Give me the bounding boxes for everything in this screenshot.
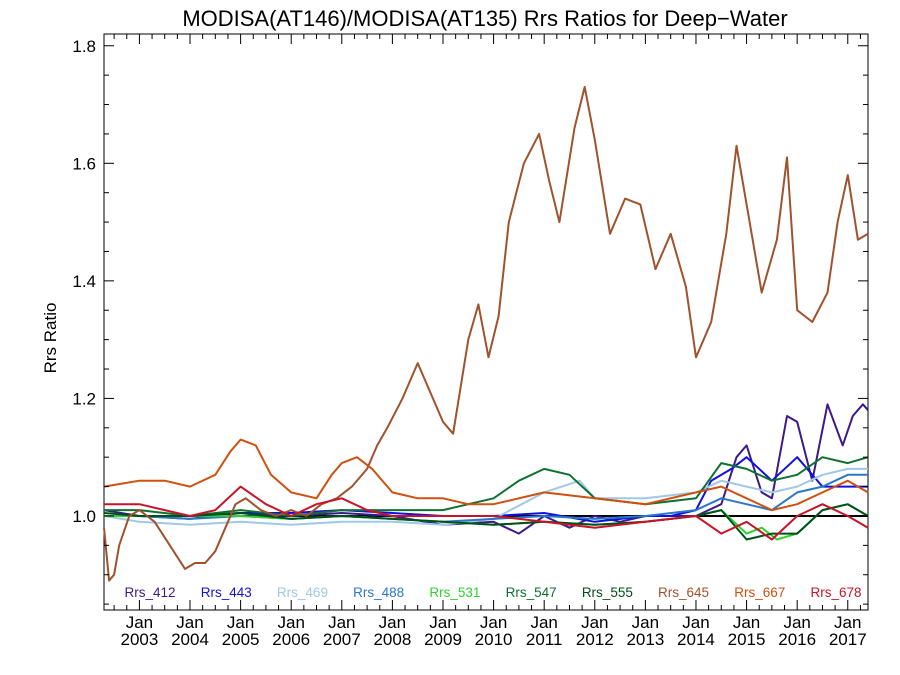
x-tick-year-label: 2012 bbox=[576, 630, 614, 649]
y-tick-label: 1.8 bbox=[72, 37, 96, 56]
x-tick-year-label: 2009 bbox=[424, 630, 462, 649]
series-layer bbox=[103, 85, 869, 582]
x-tick-month-label: Jan bbox=[834, 613, 861, 632]
x-tick-year-label: 2005 bbox=[222, 630, 260, 649]
series-line-rrs-555 bbox=[103, 503, 869, 541]
x-tick-month-label: Jan bbox=[733, 613, 760, 632]
x-tick-month-label: Jan bbox=[581, 613, 608, 632]
x-tick-month-label: Jan bbox=[126, 613, 153, 632]
series-line-rrs-667 bbox=[103, 438, 869, 512]
x-tick-month-label: Jan bbox=[328, 613, 355, 632]
x-tick-month-label: Jan bbox=[379, 613, 406, 632]
x-tick-month-label: Jan bbox=[227, 613, 254, 632]
x-tick-year-label: 2017 bbox=[829, 630, 867, 649]
legend-label-rrs-531: Rrs_531 bbox=[429, 585, 480, 600]
x-tick-year-label: 2010 bbox=[475, 630, 513, 649]
x-tick-month-label: Jan bbox=[277, 613, 304, 632]
x-tick-year-label: 2013 bbox=[626, 630, 664, 649]
legend-label-rrs-667: Rrs_667 bbox=[734, 585, 785, 600]
series-line-rrs-678 bbox=[104, 485, 869, 541]
legend-label-rrs-488: Rrs_488 bbox=[353, 585, 404, 600]
legend: Rrs_412 Rrs_443 Rrs_469 Rrs_488 Rrs_531 Rrs_5… bbox=[124, 585, 861, 600]
x-tick-year-label: 2004 bbox=[171, 630, 209, 649]
x-tick-month-label: Jan bbox=[682, 613, 709, 632]
plot-area: 1.01.21.41.61.8 Jan2003Jan2004Jan2005Jan… bbox=[72, 33, 869, 649]
x-tick-month-label: Jan bbox=[530, 613, 557, 632]
legend-label-rrs-412: Rrs_412 bbox=[124, 585, 175, 600]
y-tick-label: 1.2 bbox=[72, 389, 96, 408]
y-axis-label: Rrs Ratio bbox=[41, 303, 60, 374]
x-tick-year-label: 2014 bbox=[677, 630, 715, 649]
x-tick-year-label: 2011 bbox=[526, 630, 563, 649]
x-tick-year-label: 2003 bbox=[121, 630, 159, 649]
legend-label-rrs-469: Rrs_469 bbox=[277, 585, 328, 600]
plot-frame bbox=[103, 33, 869, 611]
series-line-rrs-645 bbox=[103, 85, 869, 582]
legend-label-rrs-443: Rrs_443 bbox=[201, 585, 252, 600]
chart-title: MODISA(AT146)/MODISA(AT135) Rrs Ratios f… bbox=[182, 6, 787, 31]
series-line-rrs-469 bbox=[103, 467, 868, 526]
x-tick-year-label: 2006 bbox=[272, 630, 310, 649]
x-tick-month-label: Jan bbox=[632, 613, 659, 632]
legend-label-rrs-547: Rrs_547 bbox=[506, 585, 557, 600]
x-axis: Jan2003Jan2004Jan2005Jan2006Jan2007Jan20… bbox=[113, 34, 867, 649]
y-tick-label: 1.0 bbox=[72, 507, 96, 526]
x-tick-month-label: Jan bbox=[429, 613, 456, 632]
x-tick-month-label: Jan bbox=[176, 613, 203, 632]
legend-label-rrs-678: Rrs_678 bbox=[810, 585, 861, 600]
x-tick-year-label: 2007 bbox=[323, 630, 361, 649]
x-tick-year-label: 2015 bbox=[728, 630, 766, 649]
legend-label-rrs-555: Rrs_555 bbox=[582, 585, 633, 600]
series-line-rrs-547 bbox=[104, 456, 869, 517]
y-axis: 1.0 1.2 1.4 1.6 1.8 bbox=[72, 37, 868, 605]
x-tick-month-label: Jan bbox=[480, 613, 507, 632]
x-tick-year-label: 2016 bbox=[778, 630, 816, 649]
y-tick-label: 1.4 bbox=[72, 272, 96, 291]
y-tick-label: 1.6 bbox=[72, 154, 96, 173]
x-tick-month-label: Jan bbox=[783, 613, 810, 632]
x-tick-year-label: 2008 bbox=[373, 630, 411, 649]
legend-label-rrs-645: Rrs_645 bbox=[658, 585, 709, 600]
